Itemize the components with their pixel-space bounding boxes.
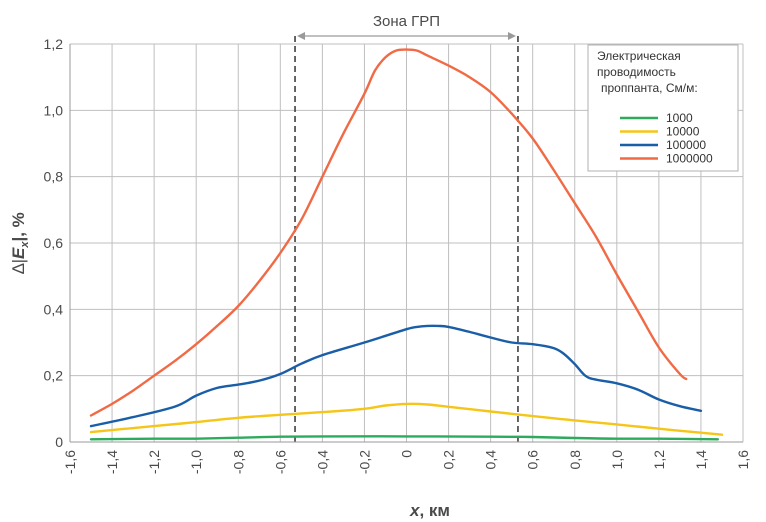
x-tick-label: -1,6 [62,450,78,474]
x-tick-label: -1,4 [104,450,120,474]
x-tick-label: -0,2 [356,450,372,474]
axes [69,44,743,443]
legend-label-1000: 1000 [666,111,693,125]
x-tick-label: 1,4 [693,450,709,470]
y-tick-label: 1,0 [44,102,64,118]
series-lines [89,48,724,441]
legend-title-line: Электрическая [597,49,681,63]
x-axis-label: x, км [409,501,450,520]
legend-label-100000: 100000 [666,138,706,152]
y-axis-label: ∆|Ex|, % [9,212,31,274]
zone-label: Зона ГРП [373,13,440,30]
axis-labels: x, км ∆|Ex|, % [9,212,450,520]
x-tick-label: 1,2 [651,450,667,470]
x-tick-label: 0 [399,450,415,458]
legend-title-line: проппанта, См/м: [601,81,698,95]
x-tick-label: -0,4 [314,450,330,474]
x-tick-label: -0,8 [230,450,246,474]
y-tick-label: 0 [55,434,63,450]
series-line-100000 [89,324,703,428]
y-tick-label: 0,6 [44,235,64,251]
x-tick-label: -1,0 [188,450,204,474]
x-tick-label: 0,2 [441,450,457,470]
x-tick-label: 0,8 [567,450,583,470]
tick-labels: 0 0,2 0,4 0,6 0,8 1,0 1,2 -1,6 -1,4 -1,2 -1,0 -0,8 -… [44,36,751,474]
series-line-10000 [89,402,724,436]
y-tick-label: 0,2 [44,368,64,384]
series-line-1000000 [89,48,688,417]
grp-zone: Зона ГРП [294,13,519,442]
x-tick-label: 0,4 [483,450,499,470]
legend-title-line: проводимость [597,65,676,79]
x-tick-label: 0,6 [525,450,541,470]
y-tick-label: 0,4 [44,301,64,317]
legend-label-1000000: 1000000 [666,152,713,166]
zone-arrow-left-head [297,32,306,40]
zone-arrow-right-head [507,32,516,40]
x-tick-label: 1,6 [735,450,751,470]
x-tick-label: 1,0 [609,450,625,470]
y-tick-label: 1,2 [44,36,64,52]
x-tick-label: -0,6 [272,450,288,474]
x-tick-label: -1,2 [146,450,162,474]
legend-label-10000: 10000 [666,125,700,139]
y-tick-label: 0,8 [44,169,64,185]
legend: Электрическая проводимость проппанта, См/м… [587,44,739,172]
legend-box [587,44,739,172]
series-line-1000 [89,435,719,441]
